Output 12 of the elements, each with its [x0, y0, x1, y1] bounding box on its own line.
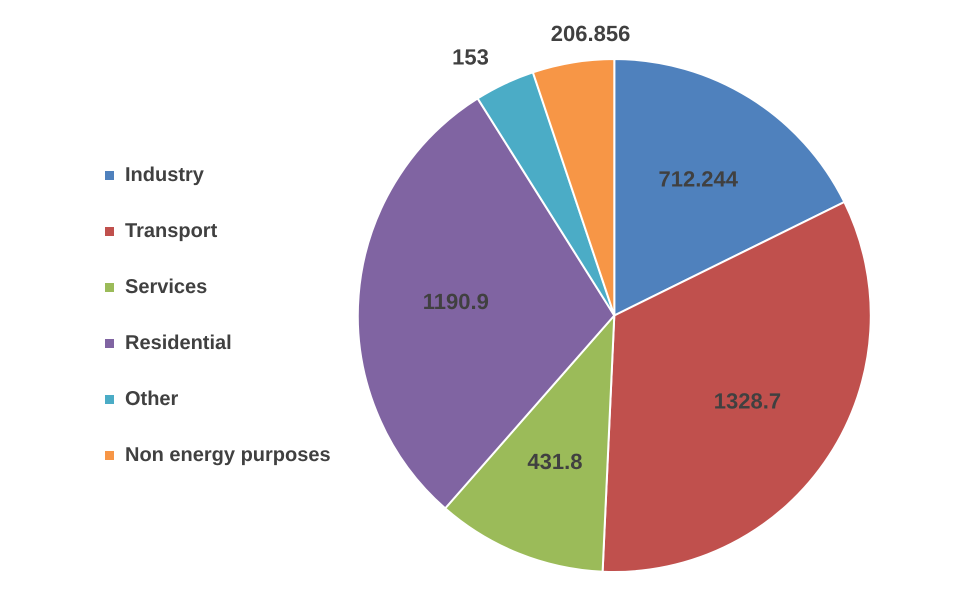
legend-label: Residential — [125, 332, 232, 354]
legend-label: Industry — [125, 164, 205, 186]
legend-label: Non energy purposes — [125, 444, 331, 466]
data-label: 1328.7 — [714, 388, 782, 414]
legend-label: Other — [125, 388, 179, 410]
data-label: 431.8 — [527, 449, 582, 474]
legend-label: Services — [125, 276, 208, 298]
data-label: 1190.9 — [422, 289, 489, 314]
data-label: 206.856 — [550, 20, 630, 46]
data-label: 712.244 — [658, 166, 739, 192]
legend-label: Transport — [125, 220, 218, 242]
data-label: 153 — [452, 44, 489, 70]
